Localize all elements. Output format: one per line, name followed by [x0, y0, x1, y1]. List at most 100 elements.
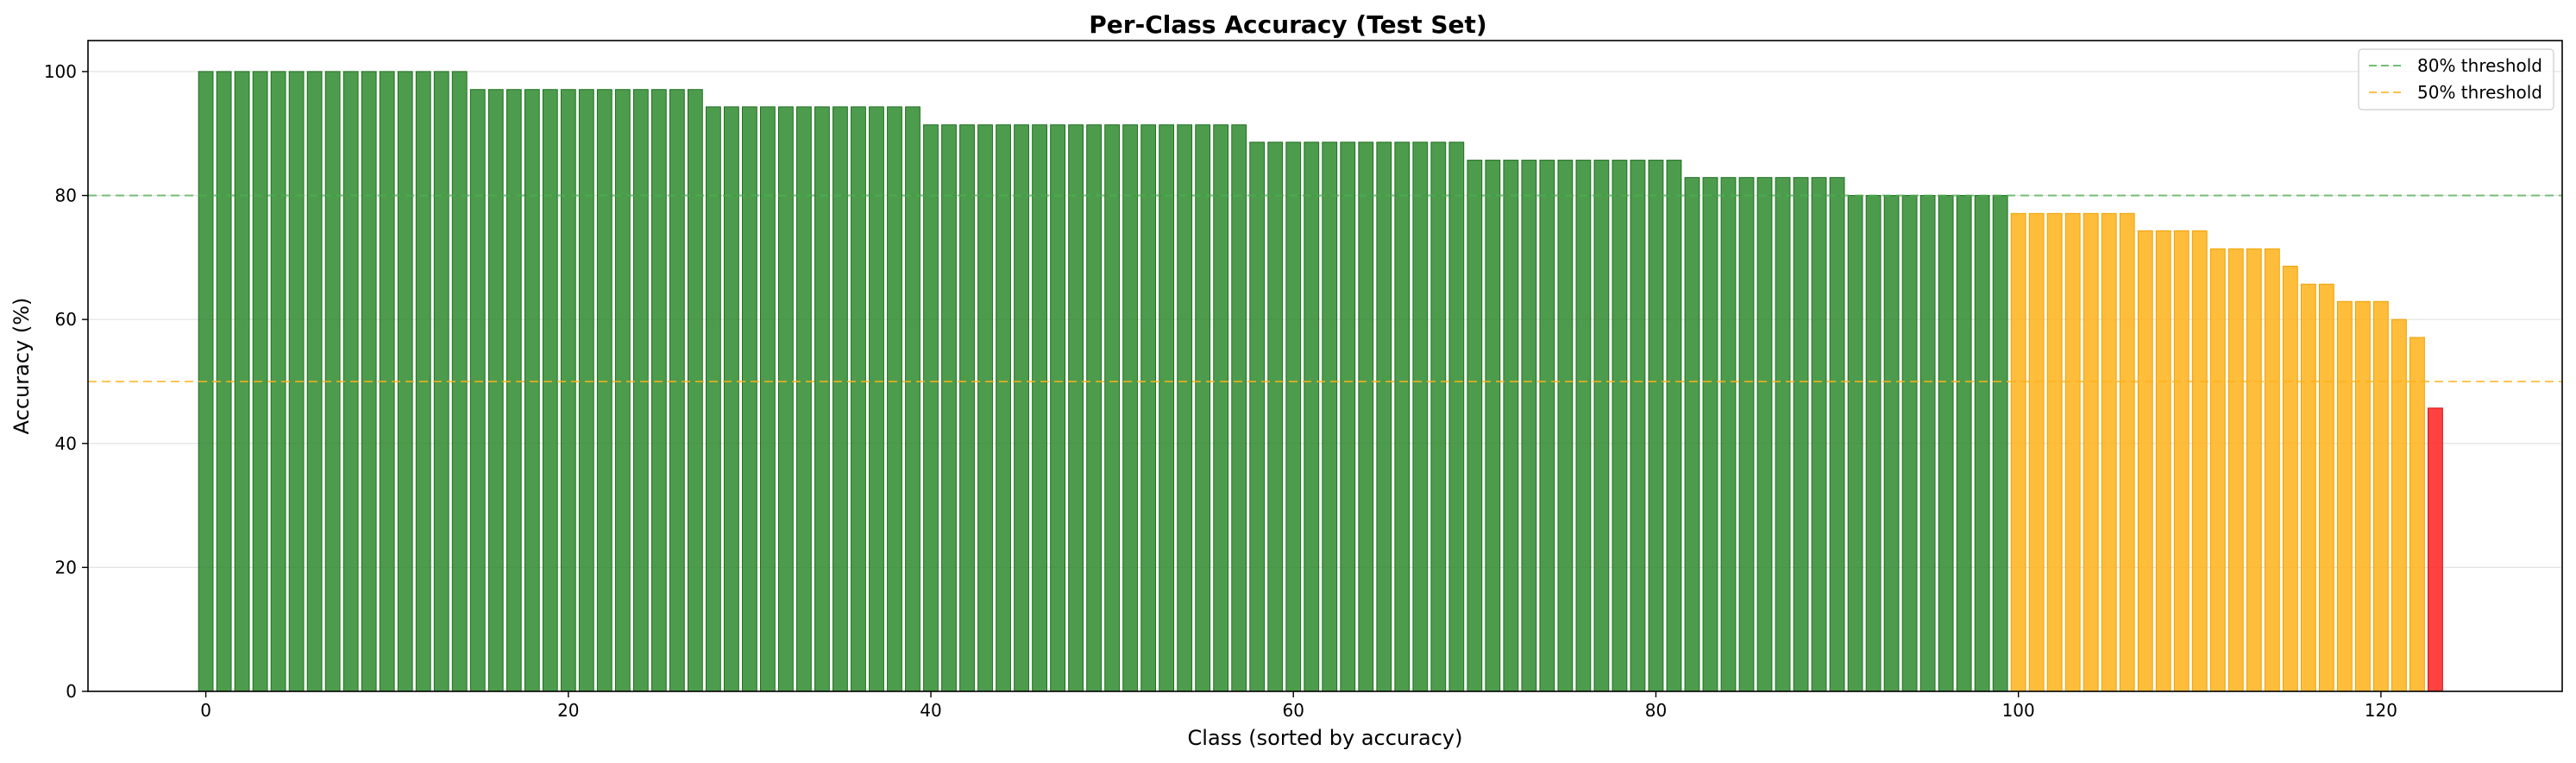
bar [760, 106, 776, 692]
bar [2137, 230, 2153, 692]
bar [2354, 300, 2371, 692]
bar [1865, 195, 1882, 692]
bar [1412, 142, 1429, 692]
bar [2028, 212, 2045, 692]
bar [1684, 177, 1700, 692]
bar [1919, 195, 1936, 692]
legend-label-50: 50% threshold [2417, 82, 2542, 103]
bar [2209, 248, 2226, 692]
y-tick-label: 0 [66, 681, 77, 702]
bar [1901, 195, 1918, 692]
bar [1249, 142, 1266, 692]
legend-label-80: 80% threshold [2417, 55, 2542, 76]
bar [1050, 124, 1065, 692]
bar [1575, 160, 1592, 692]
bar [1756, 177, 1773, 692]
x-tick-label: 120 [2365, 700, 2397, 721]
bar [1159, 124, 1175, 692]
bar [1992, 195, 2008, 692]
bar [832, 106, 848, 692]
bar [2391, 318, 2407, 692]
bar [2336, 300, 2353, 692]
bar [1140, 124, 1157, 692]
bar [1557, 160, 1574, 692]
x-tick-label: 80 [1645, 700, 1667, 721]
bar [887, 106, 902, 692]
y-tick-label: 20 [55, 557, 77, 577]
bar [1177, 124, 1193, 692]
bar [614, 89, 631, 692]
bar [1231, 124, 1247, 692]
bar [1593, 160, 1610, 692]
bar [2173, 230, 2190, 692]
x-tick-label: 20 [557, 700, 579, 721]
bar [1720, 177, 1737, 692]
plot-frame [87, 40, 2563, 692]
bar [2410, 337, 2425, 692]
bar [1032, 124, 1047, 692]
bar [1666, 160, 1682, 692]
bar [2227, 248, 2244, 692]
bar [687, 89, 703, 692]
bar [741, 106, 757, 692]
bar [1883, 195, 1900, 692]
bar [1738, 177, 1755, 692]
bar [923, 124, 939, 692]
bar [851, 106, 866, 692]
bar [632, 89, 649, 692]
bar [1285, 142, 1302, 692]
bar [869, 106, 884, 692]
bar [1104, 124, 1121, 692]
bar [1938, 195, 1954, 692]
bar [578, 89, 594, 692]
bar [705, 106, 721, 692]
x-tick-label: 0 [200, 700, 211, 721]
bar [905, 106, 920, 692]
bar [2046, 212, 2063, 692]
bar [2064, 212, 2081, 692]
bar [2300, 283, 2316, 692]
bar [1612, 160, 1628, 692]
bar [1213, 124, 1229, 692]
bar [2155, 230, 2171, 692]
bar [469, 89, 486, 692]
bar [1376, 142, 1392, 692]
bar [2318, 283, 2334, 692]
bar [1847, 195, 1863, 692]
bar [814, 106, 830, 692]
bar [2101, 212, 2117, 692]
chart-title: Per-Class Accuracy (Test Set) [1089, 10, 1486, 39]
bar [959, 124, 975, 692]
bar [996, 124, 1011, 692]
bar [778, 106, 794, 692]
bar [2282, 265, 2298, 692]
threshold-lines [88, 194, 2562, 382]
bar [1394, 142, 1411, 692]
bar [596, 89, 613, 692]
x-tick-label: 60 [1283, 700, 1304, 721]
bar [487, 89, 504, 692]
legend-frame [2358, 48, 2554, 110]
bar [669, 89, 685, 692]
bar [1702, 177, 1718, 692]
bar [1068, 124, 1084, 692]
bar [1014, 124, 1029, 692]
bar [1430, 142, 1447, 692]
bar [977, 124, 993, 692]
bar [506, 89, 522, 692]
bar [650, 89, 667, 692]
bar [560, 89, 576, 692]
bar [1956, 195, 1972, 692]
bar [2372, 300, 2389, 692]
bar [1467, 160, 1483, 692]
bar [2428, 407, 2443, 692]
bar [1322, 142, 1338, 692]
bar [1503, 160, 1519, 692]
bar [1775, 177, 1791, 692]
bar [2083, 212, 2099, 692]
legend: 80% threshold 50% threshold [2358, 48, 2554, 110]
bar [2264, 248, 2280, 692]
bar [1630, 160, 1646, 692]
bar [941, 124, 957, 692]
